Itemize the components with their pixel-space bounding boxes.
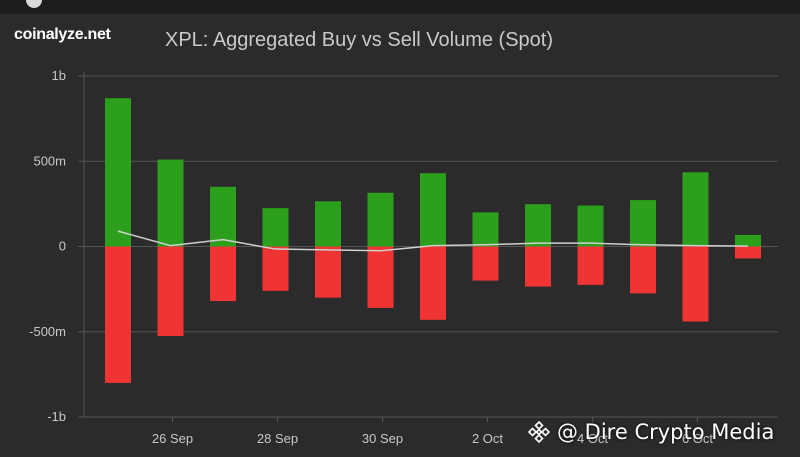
watermark: @ Dire Crypto Media: [527, 418, 774, 446]
x-tick-label: 2 Oct: [472, 431, 503, 446]
buy-volume-bar: [210, 186, 236, 247]
sell-volume-bar: [630, 246, 656, 294]
buy-volume-bar: [525, 204, 551, 247]
y-tick-label: -1b: [47, 409, 66, 424]
x-tick-label: 28 Sep: [257, 431, 298, 446]
net-volume-line: [117, 230, 749, 252]
buy-volume-bar: [682, 172, 709, 247]
sell-volume-bar: [262, 246, 289, 291]
y-tick-label: 0: [59, 239, 66, 254]
buy-volume-bar: [577, 205, 604, 247]
sell-volume-bar: [472, 246, 499, 281]
y-tick-label: 1b: [52, 68, 66, 83]
sell-volume-bar: [420, 246, 446, 320]
watermark-text: @ Dire Crypto Media: [557, 420, 775, 444]
window-control-icon: [26, 0, 42, 8]
x-tick-label: 4 Oct: [577, 431, 608, 446]
x-tick-label: 30 Sep: [362, 431, 403, 446]
sell-volume-bar: [157, 246, 184, 337]
y-tick-label: 500m: [33, 153, 66, 168]
x-tick-label: 6 Oct: [682, 431, 713, 446]
buy-volume-bar: [420, 173, 446, 247]
chart-title: XPL: Aggregated Buy vs Sell Volume (Spot…: [165, 29, 553, 51]
sell-volume-bar: [577, 246, 604, 285]
sell-volume-bar: [735, 246, 761, 259]
sell-volume-bar: [105, 246, 131, 383]
buy-volume-bar: [262, 208, 289, 247]
sell-volume-bar: [210, 246, 236, 302]
buy-volume-bar: [630, 200, 656, 247]
buy-volume-bar: [315, 201, 341, 247]
sell-volume-bar: [525, 246, 551, 287]
x-tick-label: 26 Sep: [152, 431, 193, 446]
buy-volume-bar: [472, 212, 499, 247]
y-tick-label: -500m: [29, 324, 66, 339]
sell-volume-bar: [682, 246, 709, 322]
sell-volume-bar: [367, 246, 394, 308]
buy-volume-bar: [367, 192, 394, 247]
binance-diamond-icon: [527, 420, 551, 444]
buy-volume-bar: [157, 159, 184, 247]
buy-volume-bar: [735, 234, 761, 247]
buy-volume-bar: [105, 98, 131, 247]
sell-volume-bar: [315, 246, 341, 298]
window-top-bar: [0, 0, 800, 14]
brand-logo-text: coinalyze.net: [14, 26, 111, 43]
